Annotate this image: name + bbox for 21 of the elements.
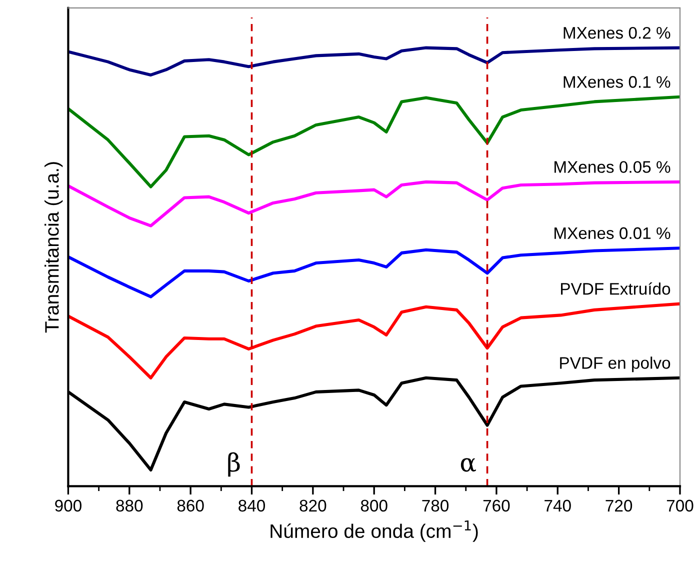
series-label: MXenes 0.01 % (554, 227, 670, 240)
x-tick-label: 820 (300, 500, 326, 512)
x-tick-label: 700 (666, 500, 694, 512)
series-label: MXenes 0.2 % (564, 26, 670, 39)
x-tick-label: 840 (238, 500, 265, 512)
series-label: PVDF Extruído (561, 282, 670, 295)
x-tick-label: 900 (55, 500, 82, 512)
x-axis-title: Número de onda (cm$^{−1}$) (270, 520, 478, 542)
x-tick-label: 860 (177, 500, 204, 512)
ref-line-label: β (228, 452, 240, 477)
x-tick-label: 740 (544, 500, 571, 512)
x-tick-label: 720 (606, 500, 632, 512)
series-label: PVDF en polvo (560, 356, 670, 372)
ref-line-label: α (460, 458, 476, 472)
series-label: MXenes 0.05 % (554, 161, 670, 173)
x-tick-label: 780 (422, 500, 449, 512)
series-label: MXenes 0.1 % (564, 76, 670, 88)
x-tick-label: 800 (360, 500, 388, 512)
x-tick-label: 760 (483, 500, 510, 512)
x-tick-label: 880 (116, 500, 143, 512)
y-axis-title: Transmitancia (u.a.) (44, 162, 63, 333)
